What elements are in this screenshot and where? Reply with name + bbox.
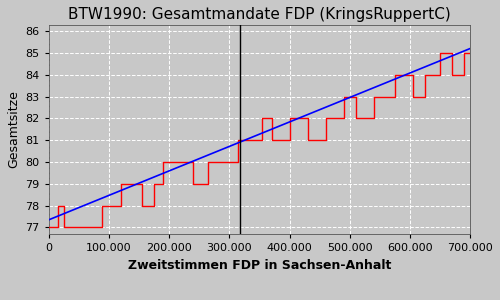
Sitze real <box>118 204 124 207</box>
Sitze real <box>392 73 398 76</box>
Sitze real <box>236 138 242 142</box>
Sitze real <box>341 95 347 98</box>
Sitze real <box>353 116 359 120</box>
Sitze real <box>392 95 398 98</box>
Sitze real <box>206 182 212 186</box>
Sitze real <box>61 226 67 229</box>
Line: Sitze real: Sitze real <box>49 53 470 227</box>
Sitze real <box>304 116 310 120</box>
Sitze real <box>139 182 145 186</box>
Sitze real <box>461 51 467 55</box>
Sitze real <box>206 160 212 164</box>
Sitze real <box>286 116 292 120</box>
Sitze real <box>268 138 274 142</box>
Sitze real <box>322 138 328 142</box>
Sitze real <box>353 95 359 98</box>
X-axis label: Zweitstimmen FDP in Sachsen-Anhalt: Zweitstimmen FDP in Sachsen-Anhalt <box>128 259 391 272</box>
Sitze real <box>341 116 347 120</box>
Sitze real <box>46 226 52 229</box>
Sitze real <box>160 182 166 186</box>
Sitze real <box>118 182 124 186</box>
Sitze real <box>99 204 105 207</box>
Sitze real <box>139 204 145 207</box>
Sitze real <box>449 73 455 76</box>
Sitze real <box>190 160 196 164</box>
Sitze real <box>410 95 416 98</box>
Sitze real <box>422 73 428 76</box>
Sitze real <box>437 51 443 55</box>
Sitze real <box>461 73 467 76</box>
Sitze real <box>449 51 455 55</box>
Sitze real <box>160 160 166 164</box>
Sitze real <box>410 73 416 76</box>
Sitze real <box>371 116 377 120</box>
Y-axis label: Gesamtsitze: Gesamtsitze <box>7 90 20 168</box>
Sitze real <box>422 95 428 98</box>
Sitze real <box>190 182 196 186</box>
Sitze real <box>268 116 274 120</box>
Sitze real <box>260 116 266 120</box>
Sitze real <box>61 204 67 207</box>
Sitze real <box>151 182 157 186</box>
Sitze real <box>467 51 473 55</box>
Sitze real <box>286 138 292 142</box>
Sitze real <box>236 160 242 164</box>
Sitze real <box>55 204 61 207</box>
Sitze real <box>304 138 310 142</box>
Sitze real <box>322 116 328 120</box>
Sitze real <box>371 95 377 98</box>
Sitze real <box>55 226 61 229</box>
Title: BTW1990: Gesamtmandate FDP (KringsRuppertC): BTW1990: Gesamtmandate FDP (KringsRupper… <box>68 7 451 22</box>
Sitze real <box>260 138 266 142</box>
Sitze real <box>99 226 105 229</box>
Sitze real <box>437 73 443 76</box>
Sitze real <box>151 204 157 207</box>
